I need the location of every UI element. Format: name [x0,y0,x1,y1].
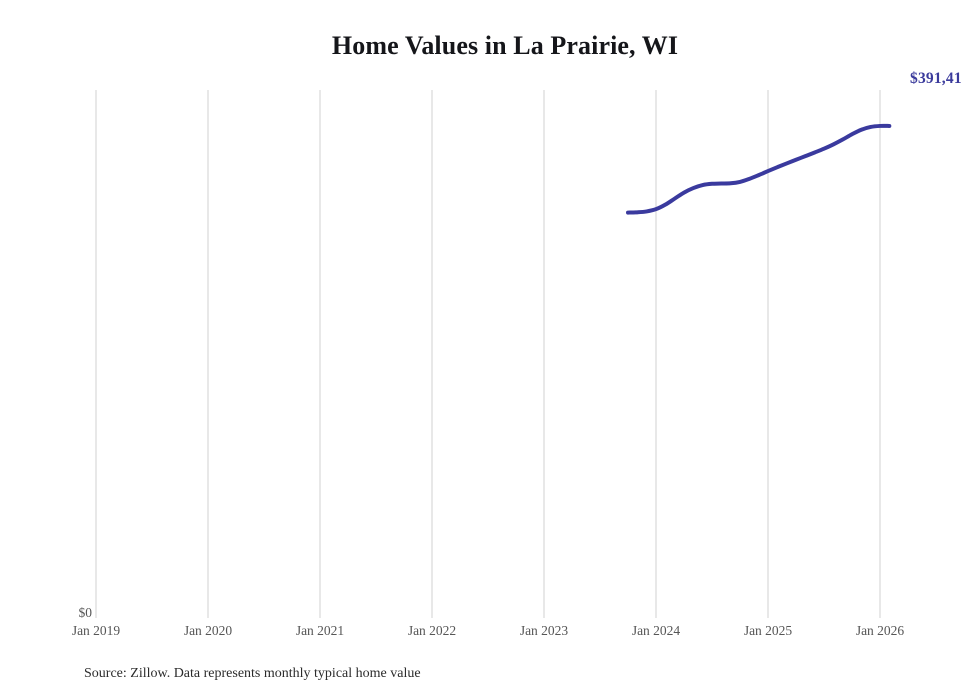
x-tick-label: Jan 2021 [295,623,345,638]
x-tick-label: Jan 2023 [519,623,569,638]
y-tick-label: $0 [78,605,93,620]
series-line [626,123,892,215]
page-title: Home Values in La Prairie, WI [331,31,679,60]
x-tick-label: Jan 2020 [183,623,233,638]
data-series-group [626,123,892,215]
gridlines-group [95,90,881,618]
source-note: Source: Zillow. Data represents monthly … [84,666,421,681]
x-tick-label: Jan 2026 [855,623,905,638]
x-tick-label: Jan 2019 [71,623,121,638]
x-tick-label: Jan 2025 [743,623,793,638]
x-tick-label: Jan 2024 [631,623,681,638]
x-tick-label: Jan 2022 [407,623,457,638]
end-value-label: $391,41 [910,70,962,87]
